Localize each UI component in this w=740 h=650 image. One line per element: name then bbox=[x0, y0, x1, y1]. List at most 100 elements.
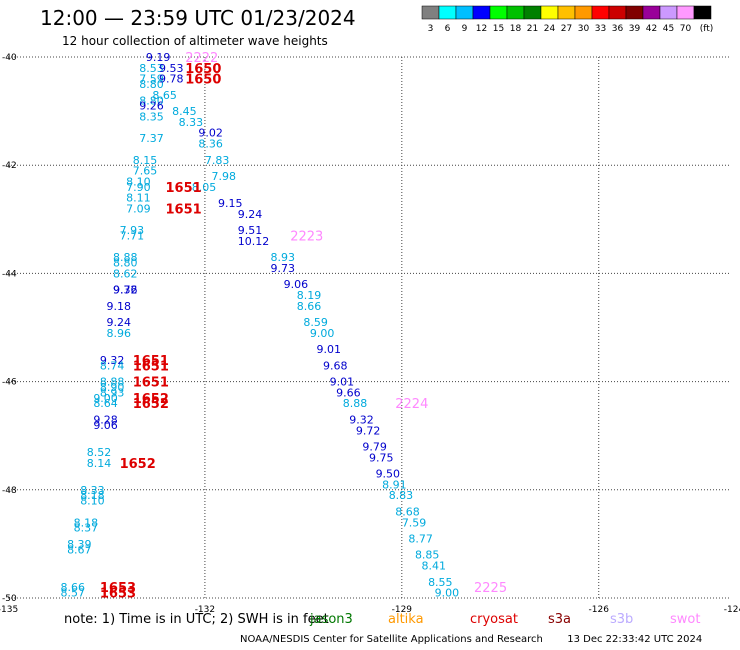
wave-height-point: 9.00 bbox=[93, 392, 118, 405]
pass-time-label: 1651 bbox=[166, 202, 202, 217]
wave-height-point: 7.93 bbox=[120, 224, 145, 237]
wave-height-point: 7.98 bbox=[211, 170, 236, 183]
scale-swatch bbox=[489, 5, 508, 20]
scale-label: 30 bbox=[578, 24, 590, 34]
y-tick-label: -44 bbox=[2, 269, 17, 279]
scale-swatch bbox=[523, 5, 542, 20]
credit-text: NOAA/NESDIS Center for Satellite Applica… bbox=[240, 634, 543, 645]
x-tick-label: -129 bbox=[392, 605, 413, 615]
wave-height-point: 8.88 bbox=[343, 397, 368, 410]
wave-height-point: 8.96 bbox=[106, 327, 131, 340]
wave-height-point: 8.93 bbox=[100, 386, 125, 399]
footer-note: note: 1) Time is in UTC; 2) SWH is in fe… bbox=[64, 612, 329, 627]
scale-label: 6 bbox=[445, 24, 451, 34]
pass-time-label: 1653 bbox=[100, 581, 136, 596]
wave-height-point: 9.51 bbox=[238, 224, 263, 237]
x-tick-label: -135 bbox=[0, 605, 18, 615]
wave-height-point: 9.28 bbox=[93, 413, 118, 426]
scale-label: 27 bbox=[561, 24, 572, 34]
pass-time-label: 1650 bbox=[185, 73, 221, 88]
wave-height-point: 8.80 bbox=[139, 78, 164, 91]
scale-swatch bbox=[591, 5, 610, 20]
pass-time-label: 1652 bbox=[133, 397, 169, 412]
wave-height-point: 8.35 bbox=[139, 111, 164, 124]
wave-height-point: 9.19 bbox=[146, 51, 171, 64]
scale-swatch bbox=[438, 5, 457, 20]
scale-swatch bbox=[557, 5, 576, 20]
wave-height-point: 8.80 bbox=[139, 94, 164, 107]
wave-height-point: 7.65 bbox=[133, 165, 158, 178]
satellite-legend: jason3 altika cryosat s3a s3b swot bbox=[310, 612, 730, 630]
wave-height-point: 8.14 bbox=[87, 457, 112, 470]
scale-label: 3 bbox=[428, 24, 434, 34]
wave-height-point: 7.90 bbox=[126, 181, 150, 194]
satellite-swot: swot bbox=[670, 612, 701, 627]
pass-time-label: 1651 bbox=[133, 359, 169, 374]
wave-height-point: 8.62 bbox=[113, 267, 138, 280]
wave-height-point: 9.53 bbox=[159, 62, 184, 75]
pass-time-label: 1653 bbox=[100, 587, 136, 602]
wave-height-point: 9.02 bbox=[198, 127, 223, 140]
wave-height-point: 8.90 bbox=[100, 381, 125, 394]
scale-label: 36 bbox=[612, 24, 624, 34]
scale-label: (ft) bbox=[700, 24, 714, 34]
wave-height-point: 9.66 bbox=[336, 386, 361, 399]
wave-height-point: 8.11 bbox=[126, 192, 150, 205]
y-tick-label: -40 bbox=[2, 53, 17, 63]
wave-height-point: 8.68 bbox=[395, 505, 420, 518]
wave-height-point: 9.76 bbox=[113, 284, 138, 297]
wave-height-point: 9.00 bbox=[435, 587, 460, 600]
wave-height-point: 9.50 bbox=[376, 468, 401, 481]
scale-label: 12 bbox=[476, 24, 487, 34]
wave-height-point: 8.10 bbox=[126, 175, 150, 188]
pass-time-label: 1651 bbox=[166, 181, 202, 196]
wave-height-point: 8.52 bbox=[87, 446, 112, 459]
wave-height-point: 8.80 bbox=[113, 257, 138, 270]
timestamp: 13 Dec 22:33:42 UTC 2024 bbox=[567, 634, 703, 645]
scale-label: 21 bbox=[527, 24, 538, 34]
wave-height-point: 8.66 bbox=[297, 300, 322, 313]
wave-height-point: 9.78 bbox=[159, 73, 184, 86]
wave-height-point: 8.41 bbox=[422, 560, 447, 573]
wave-height-point: 9.01 bbox=[330, 376, 355, 389]
wave-height-point: 8.10 bbox=[80, 495, 105, 508]
wave-height-point: 8.39 bbox=[67, 538, 92, 551]
pass-time-label: 1652 bbox=[120, 457, 156, 472]
wave-height-point: 9.75 bbox=[369, 451, 394, 464]
wave-height-point: 7.59 bbox=[402, 516, 427, 529]
wave-height-point: 8.91 bbox=[382, 478, 407, 491]
pass-time-label: 2223 bbox=[290, 230, 323, 245]
wave-height-point: 8.74 bbox=[100, 359, 125, 372]
satellite-altika: altika bbox=[388, 612, 424, 627]
scale-label: 15 bbox=[493, 24, 504, 34]
wave-height-point: 9.15 bbox=[218, 197, 243, 210]
wave-height-point: 8.15 bbox=[133, 154, 158, 167]
y-tick-label: -50 bbox=[2, 594, 17, 604]
wave-height-point: 8.85 bbox=[415, 549, 440, 562]
wave-height-point: 8.45 bbox=[172, 105, 197, 118]
wave-height-point: 8.57 bbox=[61, 587, 86, 600]
y-tick-label: -48 bbox=[2, 486, 17, 496]
wave-height-point: 9.79 bbox=[362, 441, 387, 454]
wave-height-point: 9.00 bbox=[310, 327, 335, 340]
pass-time-label: 1650 bbox=[185, 62, 221, 77]
scale-label: 33 bbox=[595, 24, 606, 34]
wave-height-point: 9.18 bbox=[106, 300, 131, 313]
wave-height-point: 9.32 bbox=[349, 413, 374, 426]
wave-height-point: 8.19 bbox=[297, 289, 322, 302]
wave-height-point: 7.59 bbox=[139, 73, 164, 86]
wave-height-point: 9.68 bbox=[323, 359, 348, 372]
satellite-s3a: s3a bbox=[548, 612, 572, 627]
wave-height-point: 8.83 bbox=[389, 489, 414, 502]
wave-height-point: 9.24 bbox=[106, 316, 131, 329]
scale-swatch bbox=[574, 5, 593, 20]
satellite-cryosat: cryosat bbox=[470, 612, 518, 627]
chart-title: 12:00 — 23:59 UTC 01/23/2024 bbox=[40, 6, 356, 30]
pass-time-label: 2224 bbox=[395, 397, 428, 412]
wave-height-point: 8.33 bbox=[80, 484, 105, 497]
x-tick-label: -126 bbox=[589, 605, 610, 615]
scale-label: 18 bbox=[510, 24, 522, 34]
wave-height-point: 9.73 bbox=[271, 262, 296, 275]
wave-height-point: 8.18 bbox=[74, 516, 99, 529]
